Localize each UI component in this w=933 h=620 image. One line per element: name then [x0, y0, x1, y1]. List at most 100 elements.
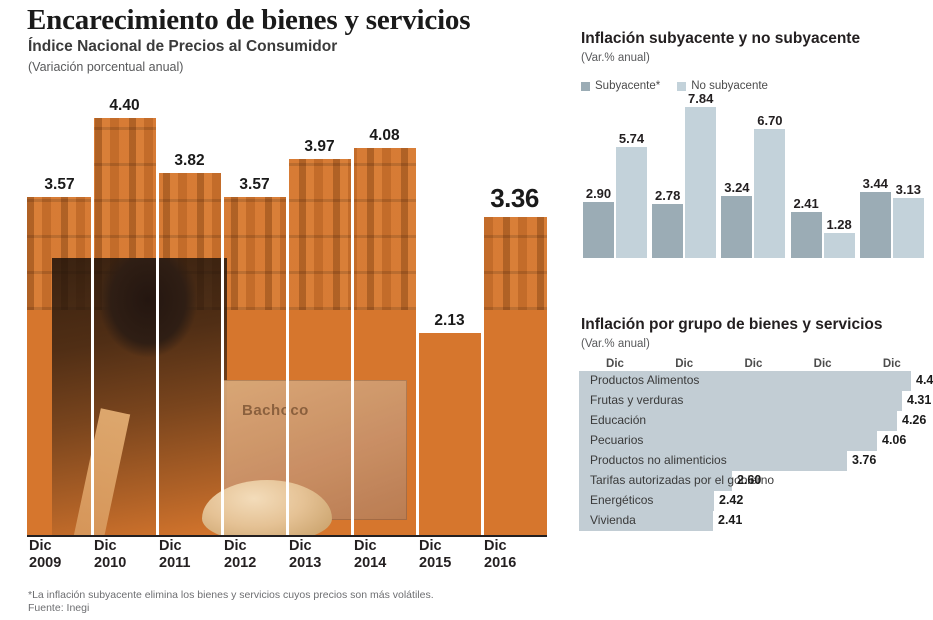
bar-mask: [352, 80, 417, 149]
x-tick-month: Dic: [606, 358, 624, 370]
bar-value-label: 3.36: [490, 182, 539, 213]
row-category-label: Educación: [590, 413, 647, 427]
bar-value-label: 3.57: [239, 175, 270, 193]
chart1-value-label: 2.41: [793, 195, 819, 211]
x-tick-month: Dic: [29, 538, 52, 554]
bar-separator: [90, 80, 94, 535]
bar-value-label: 3.57: [44, 175, 75, 193]
table-row: Pecuarios 4.06: [579, 431, 927, 451]
x-tick-month: Dic: [419, 538, 442, 554]
row-value-label: 2.60: [737, 473, 762, 487]
x-tick-month: Dic: [675, 358, 694, 370]
x-tick-month: Dic: [354, 538, 377, 554]
chart-right-margin-mask: [547, 80, 575, 535]
chart1-value-label: 3.13: [895, 181, 921, 197]
table-row: Productos Alimentos 4.40: [579, 371, 933, 391]
bar-mask: [27, 80, 92, 197]
legend-label: Subyacente*: [595, 80, 661, 92]
x-tick-year: 2010: [94, 555, 127, 571]
chart1-subtitle: (Var.% anual): [581, 52, 650, 64]
page-title: Encarecimiento de bienes y servicios: [27, 4, 471, 36]
inpc-annual-bar-chart: Bachoco 3.57 4.40 3.82 3.57 3.97 4.08 2.13 3.36: [0, 80, 575, 535]
row-bar-fill: [579, 471, 732, 491]
chart1-bar: [583, 202, 614, 258]
bar-separator: [285, 80, 289, 535]
x-tick-2010: Dic 2010: [94, 538, 126, 572]
table-row: Educación 4.26: [579, 411, 927, 431]
chart1-bar: [859, 191, 891, 258]
page-subtitle: Índice Nacional de Precios al Consumidor: [28, 38, 338, 55]
subyacente-bar-chart: 2.90 5.74 2.78 7.84 3.24 6.70 2.41 1.28 3.44 3.13…: [575, 91, 933, 384]
chart1-bar: [685, 106, 717, 258]
row-bar-fill: [579, 411, 897, 431]
page-subtitle-note: (Variación porcentual anual): [28, 60, 184, 74]
bar-value-label: 2.13: [434, 312, 465, 330]
photo-box-label: Bachoco: [242, 402, 309, 419]
legend-item-0[interactable]: Subyacente*: [581, 80, 660, 92]
x-tick-year: 2012: [224, 555, 257, 571]
row-category-label: Vivienda: [590, 513, 636, 527]
bar-mask: [417, 80, 482, 334]
legend-label: No subyacente: [691, 80, 768, 92]
bar-mask: [157, 80, 222, 173]
chart1-value-label: 3.24: [724, 179, 750, 195]
x-tick-year: 2016: [484, 555, 517, 571]
row-bar-fill: [579, 391, 902, 411]
x-tick-2016: Dic 2016: [484, 538, 516, 572]
bar-value-label: 4.40: [109, 96, 140, 114]
bar-value-label: 4.08: [369, 127, 400, 145]
row-category-label: Tarifas autorizadas por el gobierno: [590, 473, 775, 487]
row-bar-fill: [579, 431, 877, 451]
table-row: Frutas y verduras 4.31: [579, 391, 931, 411]
x-tick-2015: Dic 2015: [419, 538, 451, 572]
left-panel: Encarecimiento de bienes y servicios Índ…: [0, 4, 575, 615]
row-value-label: 4.06: [882, 433, 907, 447]
footnote-line-2: Fuente: Inegi: [28, 602, 90, 614]
x-axis-line: [27, 535, 547, 537]
x-tick-month: Dic: [744, 358, 763, 370]
x-tick-month: Dic: [159, 538, 182, 554]
table-row: Tarifas autorizadas por el gobierno 2.60: [579, 471, 927, 491]
bar-value-label: 3.82: [174, 151, 205, 169]
row-category-label: Energéticos: [590, 493, 654, 507]
row-value-label: 4.40: [916, 373, 933, 387]
x-tick-month: Dic: [289, 538, 312, 554]
chart1-bar: [616, 147, 647, 258]
table-row: Productos no alimenticios 3.76: [579, 451, 927, 471]
chart1-bar: [823, 233, 855, 258]
footnote: *La inflación subyacente elimina los bie…: [28, 589, 434, 615]
legend-swatch-icon: [677, 81, 687, 91]
chart1-value-label: 6.70: [757, 112, 783, 128]
chart1-bar: [652, 204, 684, 258]
chart1-title: Inflación subyacente y no subyacente: [581, 30, 861, 47]
x-tick-year: 2015: [419, 555, 452, 571]
legend-item-1[interactable]: No subyacente: [677, 80, 768, 92]
right-panel: Inflación subyacente y no subyacente (Va…: [575, 0, 933, 620]
bar-separator: [220, 80, 224, 535]
chart1-value-label: 2.78: [655, 188, 681, 204]
x-tick-year: 2013: [289, 555, 322, 571]
photo-bowl: [202, 480, 332, 535]
bar-separator: [480, 80, 484, 535]
x-tick-2011: Dic 2011: [159, 538, 190, 572]
chart1-value-label: 3.44: [862, 175, 888, 191]
row-bar-fill: [579, 451, 847, 471]
footnote-line-1: *La inflación subyacente elimina los bie…: [28, 589, 434, 601]
row-value-label: 4.31: [907, 393, 932, 407]
chart1-value-label: 2.90: [585, 186, 612, 202]
inflacion-por-grupo-table: Productos Alimentos 4.40 Frutas y verduras…: [579, 371, 933, 531]
table-row: Energéticos 2.42: [579, 491, 927, 511]
row-category-label: Productos Alimentos: [590, 373, 700, 387]
x-tick-month: Dic: [882, 358, 901, 370]
x-tick-2014: Dic 2014: [354, 538, 386, 572]
chart1-value-label: 7.84: [688, 90, 714, 106]
legend-swatch-icon: [581, 81, 590, 91]
bar-separator: [155, 80, 159, 535]
bar-mask: [222, 80, 287, 197]
row-bar-fill: [579, 371, 911, 391]
x-tick-month: Dic: [813, 358, 832, 370]
chart2-title: Inflación por grupo de bienes y servicio…: [581, 316, 883, 333]
table-row: Vivienda 2.41: [579, 511, 927, 531]
chart1-bar: [754, 128, 786, 258]
chart1-bar: [892, 197, 924, 258]
